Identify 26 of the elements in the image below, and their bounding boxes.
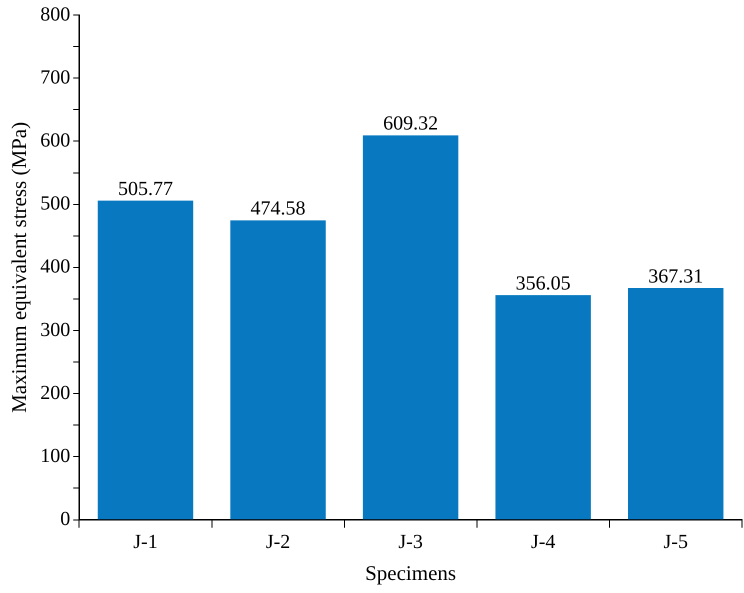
x-tick-label: J-2 [266,531,290,554]
bar [362,135,458,520]
y-tick-label: 500 [40,192,70,215]
data-label: 356.05 [516,272,571,294]
bar [628,288,724,520]
y-axis-title: Maximum equivalent stress (MPa) [7,122,32,413]
y-tick-label: 300 [40,318,70,341]
y-tick-label: 800 [40,3,70,26]
x-tick-label: J-3 [398,531,423,554]
x-tick-label: J-5 [663,531,688,554]
y-tick-label: 100 [40,444,70,467]
x-tick-label: J-1 [133,531,158,554]
data-label: 505.77 [118,178,173,200]
data-label: 367.31 [648,265,704,288]
y-tick-label: 600 [40,129,70,152]
x-tick-label: J-4 [530,531,556,554]
bar [98,200,194,520]
x-axis-title: Specimens [365,560,456,585]
data-label: 609.32 [383,112,438,135]
bar [230,220,326,520]
y-tick-label: 200 [40,382,70,404]
bar [495,295,591,520]
data-label: 474.58 [250,198,306,220]
y-tick-label: 400 [40,256,70,278]
y-tick-label: 700 [40,66,70,88]
y-tick-label: 0 [60,508,70,530]
